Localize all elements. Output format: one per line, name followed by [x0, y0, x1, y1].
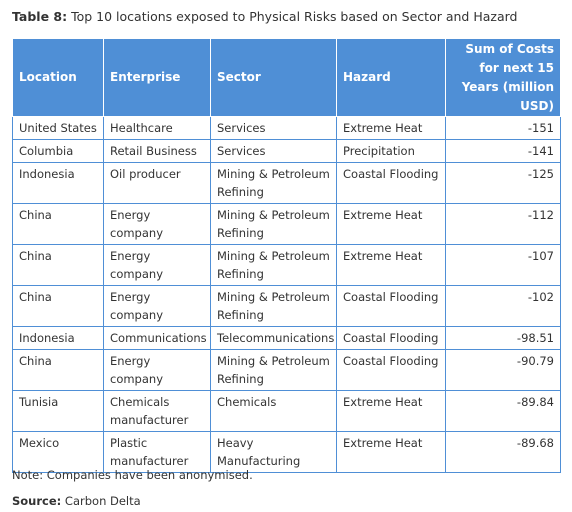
table-cell: Services	[210, 139, 337, 163]
title-label: Table 8:	[12, 9, 68, 24]
table-row: Tunisia Chemicals manufacturer Chemicals Ex…	[12, 390, 561, 432]
table-cell: Coastal Flooding	[336, 326, 446, 350]
table-cell: Extreme Heat	[336, 116, 446, 140]
table-row: China Energy company Mining & Petroleum Re…	[12, 285, 561, 327]
table-row: Mexico Plastic manufacturer Heavy Manufact…	[12, 431, 561, 473]
table-cell: Extreme Heat	[336, 244, 446, 286]
table-body: United States Healthcare Services Extreme H…	[12, 116, 561, 473]
column-header: Location	[12, 38, 104, 117]
table-cell: Extreme Heat	[336, 390, 446, 432]
table-cell: Coastal Flooding	[336, 285, 446, 327]
table-title: Table 8: Top 10 locations exposed to Phy…	[12, 9, 517, 24]
table-cell: -89.68	[445, 431, 561, 473]
table-cell: Heavy Manufacturing	[210, 431, 337, 473]
table-cell: -90.79	[445, 349, 561, 391]
table-cell: Energy company	[103, 244, 211, 286]
header-row: Location Enterprise Sector Hazard Sum of Cos…	[12, 38, 561, 117]
table-row: Indonesia Communications Telecommunication…	[12, 326, 561, 350]
table-cell: -89.84	[445, 390, 561, 432]
source: Source: Carbon Delta	[12, 494, 141, 508]
table-cell: Energy company	[103, 203, 211, 245]
table-cell: Chemicals	[210, 390, 337, 432]
table-cell: Mining & Petroleum Refining	[210, 203, 337, 245]
table-cell: -151	[445, 116, 561, 140]
data-table: Location Enterprise Sector Hazard Sum of Cos…	[12, 38, 561, 473]
column-header: Sum of Costs for next 15 Years (million …	[445, 38, 561, 117]
table-cell: Chemicals manufacturer	[103, 390, 211, 432]
table-cell: Mining & Petroleum Refining	[210, 244, 337, 286]
table-row: United States Healthcare Services Extreme H…	[12, 116, 561, 140]
table-cell: Energy company	[103, 285, 211, 327]
table-cell: Precipitation	[336, 139, 446, 163]
table-cell: -102	[445, 285, 561, 327]
table-cell: Columbia	[12, 139, 104, 163]
table-cell: China	[12, 244, 104, 286]
table-cell: -98.51	[445, 326, 561, 350]
table-cell: Healthcare	[103, 116, 211, 140]
table-cell: Mining & Petroleum Refining	[210, 349, 337, 391]
table-cell: Plastic manufacturer	[103, 431, 211, 473]
table-cell: Indonesia	[12, 326, 104, 350]
table-cell: Energy company	[103, 349, 211, 391]
table-row: China Energy company Mining & Petroleum Re…	[12, 244, 561, 286]
table-cell: Extreme Heat	[336, 431, 446, 473]
table-cell: Communications	[103, 326, 211, 350]
source-text: Carbon Delta	[64, 494, 141, 508]
source-label: Source:	[12, 494, 62, 508]
table-cell: -112	[445, 203, 561, 245]
table-cell: Coastal Flooding	[336, 162, 446, 204]
table-cell: China	[12, 203, 104, 245]
table-head: Location Enterprise Sector Hazard Sum of Cos…	[12, 38, 561, 117]
table-cell: Tunisia	[12, 390, 104, 432]
table-cell: Coastal Flooding	[336, 349, 446, 391]
column-header: Sector	[210, 38, 337, 117]
table-cell: -141	[445, 139, 561, 163]
table-cell: China	[12, 349, 104, 391]
title-text: Top 10 locations exposed to Physical Ris…	[71, 9, 518, 24]
table-cell: Mining & Petroleum Refining	[210, 285, 337, 327]
table-cell: Telecommunications	[210, 326, 337, 350]
table-cell: United States	[12, 116, 104, 140]
table-cell: Mining & Petroleum Refining	[210, 162, 337, 204]
table-cell: China	[12, 285, 104, 327]
table-row: Columbia Retail Business Services Precipita…	[12, 139, 561, 163]
table-cell: Services	[210, 116, 337, 140]
column-header: Enterprise	[103, 38, 211, 117]
column-header: Hazard	[336, 38, 446, 117]
note: Note: Companies have been anonymised.	[12, 468, 253, 482]
table-cell: -125	[445, 162, 561, 204]
table-cell: Retail Business	[103, 139, 211, 163]
table-row: China Energy company Mining & Petroleum Re…	[12, 203, 561, 245]
table-cell: Extreme Heat	[336, 203, 446, 245]
table-row: Indonesia Oil producer Mining & Petroleum …	[12, 162, 561, 204]
table-cell: Oil producer	[103, 162, 211, 204]
table-row: China Energy company Mining & Petroleum Re…	[12, 349, 561, 391]
table-cell: -107	[445, 244, 561, 286]
table-cell: Mexico	[12, 431, 104, 473]
table-cell: Indonesia	[12, 162, 104, 204]
